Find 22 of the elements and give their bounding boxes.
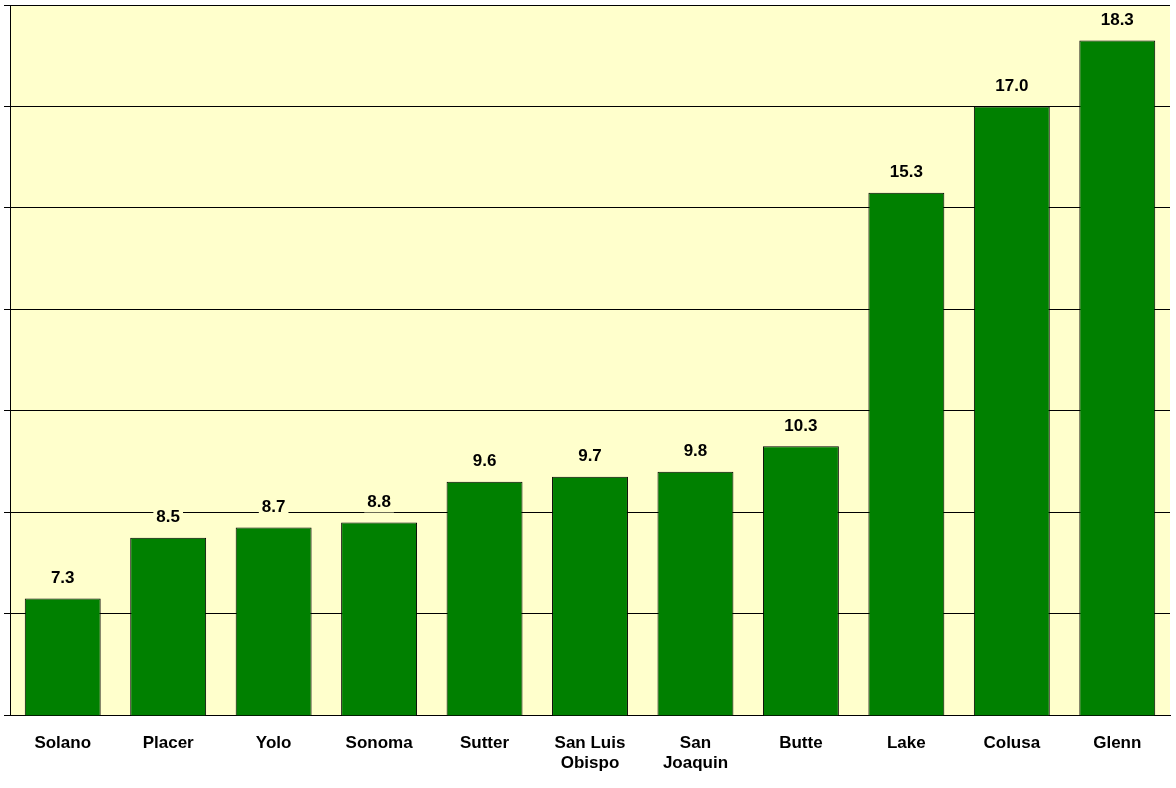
x-tick-label: Solano <box>34 733 92 753</box>
x-tick-label: Sutter <box>459 733 510 753</box>
x-tick-label: Sonoma <box>345 733 414 753</box>
x-tick-label: Glenn <box>1093 733 1142 753</box>
x-tick-label: San Joaquin <box>662 733 729 773</box>
x-tick-label: Butte <box>779 733 823 753</box>
data-label: 10.3 <box>784 415 818 435</box>
data-label: 8.8 <box>367 491 391 511</box>
data-label: 8.7 <box>261 496 286 516</box>
x-tick-label: Placer <box>142 733 195 753</box>
data-label: 9.6 <box>472 451 497 471</box>
data-label: 7.3 <box>50 567 75 587</box>
x-tick-label: Lake <box>886 733 926 753</box>
x-tick-label: San Luis Obispo <box>554 733 626 773</box>
data-label: 8.5 <box>156 506 180 526</box>
data-label: 9.7 <box>578 445 602 465</box>
x-tick-label: Yolo <box>255 733 292 753</box>
data-label: 18.3 <box>1100 9 1134 29</box>
x-tick-label: Colusa <box>983 733 1041 753</box>
data-label: 9.8 <box>683 440 708 460</box>
data-label: 17.0 <box>995 75 1029 95</box>
data-label: 15.3 <box>889 161 923 181</box>
